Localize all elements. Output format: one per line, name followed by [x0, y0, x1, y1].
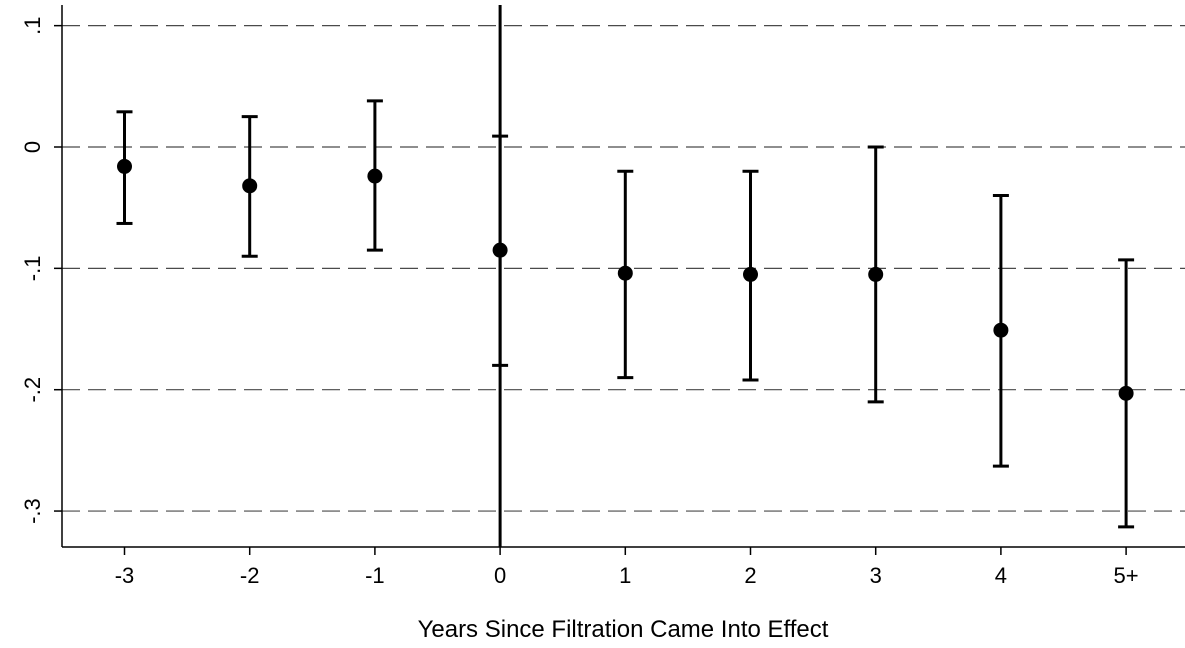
x-tick-label: 1 — [619, 563, 631, 588]
x-tick-label: 2 — [744, 563, 756, 588]
point-estimate — [117, 158, 132, 174]
estimate--1 — [366, 99, 383, 252]
point-estimate — [617, 265, 633, 281]
estimate-4 — [992, 194, 1009, 468]
point-estimate — [993, 322, 1009, 338]
x-tick-label: 0 — [494, 563, 506, 588]
x-axis-title: Years Since Filtration Came Into Effect — [418, 616, 829, 643]
point-estimate — [367, 168, 383, 184]
point-estimate — [492, 242, 508, 258]
y-tick-label: 0 — [20, 141, 45, 153]
x-tick-label: 3 — [870, 563, 882, 588]
x-ticks: -3 -2 -1 0 1 2 3 4 5+ — [115, 547, 1139, 588]
estimates — [116, 99, 1135, 529]
y-tick-label: .1 — [20, 16, 45, 34]
x-tick-label: 4 — [995, 563, 1007, 588]
x-tick-label: 5+ — [1114, 563, 1139, 588]
point-estimate — [868, 266, 884, 282]
y-tick-label: -.3 — [20, 498, 45, 524]
estimate--3 — [116, 110, 133, 225]
y-ticks: .1 0 -.1 -.2 -.3 — [20, 16, 62, 524]
y-tick-label: -.2 — [20, 377, 45, 403]
point-estimate — [743, 266, 758, 282]
estimate-0 — [492, 134, 509, 367]
x-tick-label: -1 — [365, 563, 385, 588]
estimate-2 — [742, 169, 759, 382]
y-tick-label: -.1 — [20, 256, 45, 282]
estimate-5+ — [1118, 258, 1135, 529]
point-estimate — [242, 178, 258, 194]
estimate-3 — [867, 145, 884, 404]
x-tick-label: -3 — [115, 563, 135, 588]
estimate-1 — [617, 169, 634, 380]
point-estimate — [1118, 385, 1134, 401]
x-tick-label: -2 — [240, 563, 260, 588]
estimate--2 — [241, 115, 258, 258]
